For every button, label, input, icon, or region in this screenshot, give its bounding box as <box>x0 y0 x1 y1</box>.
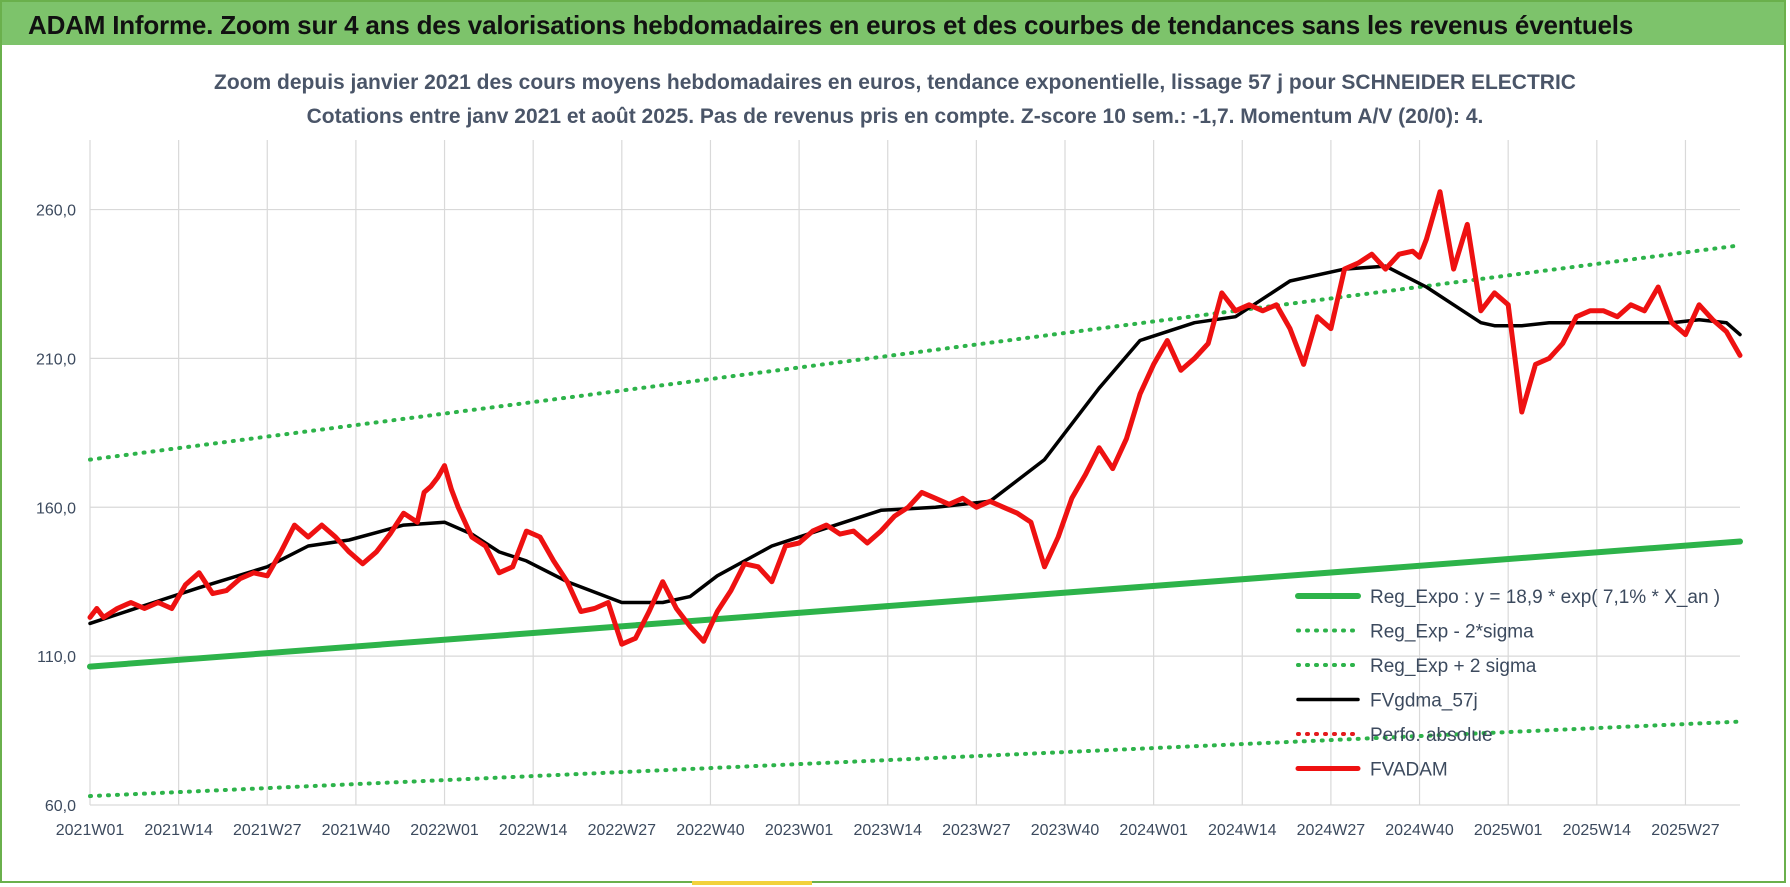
chart-legend: Reg_Expo : y = 18,9 * exp( 7,1% * X_an )… <box>1295 587 1720 781</box>
series-line-fvadam <box>87 189 1743 647</box>
legend-label: Reg_Expo : y = 18,9 * exp( 7,1% * X_an ) <box>1370 587 1720 608</box>
y-tick-label: 160,0 <box>36 500 76 517</box>
legend-label: Reg_Exp - 2*sigma <box>1370 622 1534 643</box>
series-line-reg_exp <box>88 719 1742 799</box>
x-tick-label: 2025W01 <box>1474 822 1543 839</box>
x-tick-label: 2021W27 <box>233 822 302 839</box>
x-tick-label: 2023W01 <box>765 822 834 839</box>
page-marker <box>692 881 812 885</box>
series-line-fvgdma_57j <box>88 264 1742 626</box>
legend-label: Reg_Exp + 2 sigma <box>1370 656 1537 677</box>
x-tick-label: 2022W40 <box>676 822 745 839</box>
x-tick-label: 2023W40 <box>1031 822 1100 839</box>
banner-title: ADAM Informe. Zoom sur 4 ans des valoris… <box>28 10 1634 40</box>
report-banner: ADAM Informe. Zoom sur 4 ans des valoris… <box>2 2 1784 45</box>
x-tick-label: 2025W14 <box>1563 822 1632 839</box>
legend-label: Perfo. absolue <box>1370 725 1493 746</box>
x-tick-label: 2024W27 <box>1297 822 1366 839</box>
y-tick-label: 60,0 <box>45 798 76 815</box>
x-axis: 2021W01 2021W14 2021W27 2021W40 2022W01 2022W… <box>56 822 1720 839</box>
chart-title: Zoom depuis janvier 2021 des cours moyen… <box>214 71 1576 94</box>
y-tick-label: 110,0 <box>37 649 76 666</box>
x-tick-label: 2023W27 <box>942 822 1011 839</box>
x-tick-label: 2025W27 <box>1651 822 1720 839</box>
series-line-reg_expo <box>87 538 1743 670</box>
y-tick-label: 260,0 <box>36 203 76 220</box>
series-line-reg_exp <box>88 243 1742 462</box>
x-tick-label: 2024W40 <box>1385 822 1454 839</box>
chart-series <box>87 189 1743 799</box>
x-tick-label: 2021W40 <box>322 822 391 839</box>
legend-label: FVADAM <box>1370 760 1448 781</box>
x-tick-label: 2021W14 <box>144 822 213 839</box>
x-tick-label: 2023W14 <box>853 822 922 839</box>
x-tick-label: 2024W14 <box>1208 822 1277 839</box>
x-tick-label: 2022W01 <box>410 822 479 839</box>
x-tick-label: 2022W27 <box>588 822 657 839</box>
y-tick-label: 210,0 <box>36 351 76 368</box>
chart-subtitle: Cotations entre janv 2021 et août 2025. … <box>306 105 1484 128</box>
legend-label: FVgdma_57j <box>1370 691 1478 712</box>
x-tick-label: 2024W01 <box>1119 822 1188 839</box>
y-axis: 60,0 110,0 160,0 210,0 260,0 <box>36 203 76 815</box>
chart-grid <box>89 140 1740 806</box>
x-tick-label: 2022W14 <box>499 822 568 839</box>
x-tick-label: 2021W01 <box>56 822 125 839</box>
